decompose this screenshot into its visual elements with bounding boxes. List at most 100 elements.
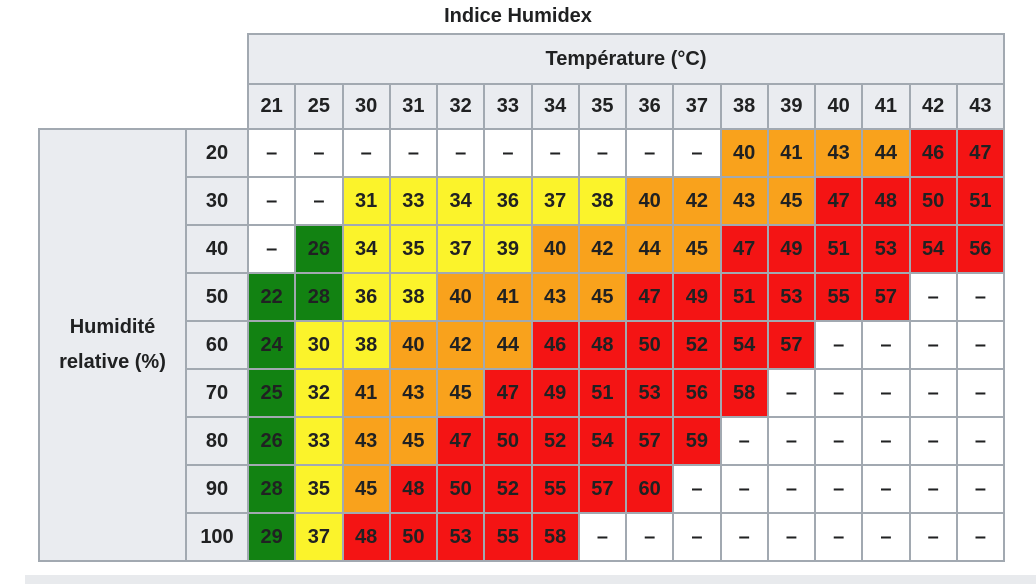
humidity-row-header: 40 bbox=[185, 224, 249, 274]
humidex-cell: – bbox=[955, 416, 1006, 466]
humidex-cell: 26 bbox=[294, 224, 344, 274]
humidity-row-header: 20 bbox=[185, 128, 249, 178]
page-bottom-divider bbox=[25, 575, 1036, 584]
humidity-row-header: 60 bbox=[185, 320, 249, 370]
temperature-col-header: 42 bbox=[908, 83, 958, 130]
humidex-cell: – bbox=[577, 512, 628, 562]
humidex-cell: 47 bbox=[955, 128, 1006, 178]
temperature-col-header: 25 bbox=[294, 83, 344, 130]
humidex-cell: – bbox=[813, 512, 864, 562]
humidex-cell: 53 bbox=[766, 272, 817, 322]
humidex-cell: – bbox=[861, 320, 911, 370]
humidex-cell: 50 bbox=[483, 416, 533, 466]
humidex-cell: 44 bbox=[483, 320, 533, 370]
humidex-cell: – bbox=[577, 128, 628, 178]
humidex-cell: – bbox=[341, 128, 391, 178]
humidex-cell: 33 bbox=[388, 176, 439, 226]
humidex-cell: 40 bbox=[530, 224, 580, 274]
humidex-cell: 56 bbox=[672, 368, 722, 418]
humidex-cell: 38 bbox=[577, 176, 628, 226]
humidex-cell: 36 bbox=[341, 272, 391, 322]
humidex-cell: 42 bbox=[577, 224, 628, 274]
humidex-cell: 46 bbox=[530, 320, 580, 370]
humidex-cell: 42 bbox=[672, 176, 722, 226]
temperature-col-header: 35 bbox=[577, 83, 628, 130]
humidex-cell: 53 bbox=[624, 368, 675, 418]
humidex-cell: 55 bbox=[530, 464, 580, 514]
humidex-cell: – bbox=[246, 224, 297, 274]
humidex-cell: 33 bbox=[294, 416, 344, 466]
humidex-cell: 44 bbox=[624, 224, 675, 274]
humidex-cell: – bbox=[955, 512, 1006, 562]
humidex-cell: 41 bbox=[483, 272, 533, 322]
humidex-cell: – bbox=[908, 416, 958, 466]
humidex-cell: 58 bbox=[530, 512, 580, 562]
humidex-cell: 38 bbox=[388, 272, 439, 322]
temperature-axis-label: Température (°C) bbox=[247, 33, 1005, 85]
humidex-cell: 29 bbox=[246, 512, 297, 562]
humidex-cell: 40 bbox=[388, 320, 439, 370]
humidex-cell: 54 bbox=[719, 320, 769, 370]
humidex-cell: – bbox=[388, 128, 439, 178]
humidex-cell: 47 bbox=[719, 224, 769, 274]
humidex-cell: 47 bbox=[435, 416, 486, 466]
humidex-cell: 46 bbox=[908, 128, 958, 178]
humidex-cell: 48 bbox=[861, 176, 911, 226]
temperature-col-header: 30 bbox=[341, 83, 391, 130]
humidex-cell: – bbox=[246, 176, 297, 226]
humidex-cell: – bbox=[813, 320, 864, 370]
humidex-cell: 58 bbox=[719, 368, 769, 418]
humidex-cell: 30 bbox=[294, 320, 344, 370]
humidex-cell: 51 bbox=[577, 368, 628, 418]
humidex-cell: 25 bbox=[246, 368, 297, 418]
humidex-cell: – bbox=[719, 416, 769, 466]
humidex-cell: 52 bbox=[672, 320, 722, 370]
humidex-cell: 57 bbox=[766, 320, 817, 370]
humidex-cell: 59 bbox=[672, 416, 722, 466]
humidex-cell: – bbox=[766, 464, 817, 514]
humidex-cell: 40 bbox=[624, 176, 675, 226]
humidex-cell: 36 bbox=[483, 176, 533, 226]
humidex-cell: – bbox=[955, 368, 1006, 418]
humidex-cell: 49 bbox=[672, 272, 722, 322]
humidex-cell: 37 bbox=[530, 176, 580, 226]
humidex-cell: 53 bbox=[435, 512, 486, 562]
humidex-cell: – bbox=[672, 512, 722, 562]
humidex-cell: 45 bbox=[341, 464, 391, 514]
humidity-row-header: 100 bbox=[185, 512, 249, 562]
humidex-cell: – bbox=[908, 464, 958, 514]
humidex-cell: – bbox=[672, 128, 722, 178]
humidex-cell: – bbox=[719, 512, 769, 562]
humidex-cell: 37 bbox=[435, 224, 486, 274]
humidity-row-header: 30 bbox=[185, 176, 249, 226]
humidex-cell: 35 bbox=[294, 464, 344, 514]
humidex-cell: 48 bbox=[341, 512, 391, 562]
top-left-spacer bbox=[39, 34, 248, 84]
humidex-cell: 50 bbox=[624, 320, 675, 370]
humidex-cell: – bbox=[813, 368, 864, 418]
humidity-row-header: 90 bbox=[185, 464, 249, 514]
humidex-cell: 40 bbox=[719, 128, 769, 178]
humidex-cell: 47 bbox=[813, 176, 864, 226]
humidex-cell: 34 bbox=[341, 224, 391, 274]
humidex-cell: 52 bbox=[483, 464, 533, 514]
temperature-col-header: 41 bbox=[861, 83, 911, 130]
humidex-row: 40–26 34 35 37 39 40 42 44 45 47 49 51 53 54 56 bbox=[39, 224, 1006, 274]
humidex-row: 30– –31 33 34 36 37 38 40 42 43 45 47 48 50 51 bbox=[39, 176, 1006, 226]
humidex-cell: – bbox=[955, 272, 1006, 322]
humidex-row: Humidité relative (%) 20– – – – – – – – – –40 41 43 4… bbox=[38, 128, 1006, 562]
temperature-col-header: 39 bbox=[766, 83, 817, 130]
humidex-cell: 41 bbox=[341, 368, 391, 418]
humidity-row-header: 70 bbox=[185, 368, 249, 418]
temperature-col-header: 40 bbox=[813, 83, 864, 130]
humidex-row: 70 25 32 41 43 45 47 49 51 53 56 58– – – – – bbox=[39, 368, 1006, 418]
humidex-cell: – bbox=[766, 368, 817, 418]
humidex-cell: 32 bbox=[294, 368, 344, 418]
humidex-cell: 26 bbox=[246, 416, 297, 466]
humidex-cell: 51 bbox=[813, 224, 864, 274]
humidex-cell: 35 bbox=[388, 224, 439, 274]
temperature-values-row: 21 25 30 31 32 33 34 35 36 37 38 39 40 41 42 43 bbox=[39, 83, 1006, 130]
humidex-cell: 45 bbox=[388, 416, 439, 466]
humidex-cell: 31 bbox=[341, 176, 391, 226]
humidex-cell: – bbox=[955, 320, 1006, 370]
